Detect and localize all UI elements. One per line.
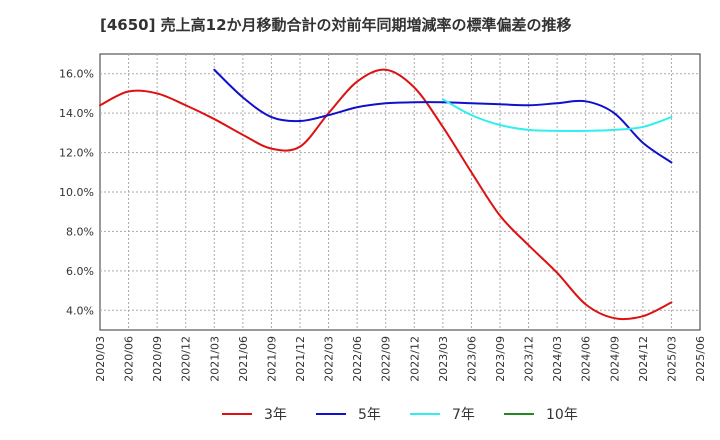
legend-label: 7年 bbox=[452, 407, 475, 423]
x-tick-label: 2023/06 bbox=[465, 336, 478, 382]
x-tick-label: 2022/09 bbox=[380, 336, 393, 382]
x-tick-label: 2025/06 bbox=[694, 336, 707, 382]
x-tick-label: 2022/12 bbox=[408, 336, 421, 382]
x-tick-label: 2020/09 bbox=[151, 336, 164, 382]
x-tick-label: 2020/03 bbox=[94, 336, 107, 382]
x-tick-label: 2022/03 bbox=[323, 336, 336, 382]
legend-label: 10年 bbox=[546, 407, 578, 423]
x-tick-label: 2023/09 bbox=[494, 336, 507, 382]
y-tick-label: 14.0% bbox=[59, 107, 94, 120]
legend-label: 5年 bbox=[358, 407, 381, 423]
series-line-3 bbox=[441, 98, 673, 133]
x-tick-label: 2024/03 bbox=[551, 336, 564, 382]
x-tick-label: 2020/06 bbox=[123, 336, 136, 382]
x-tick-label: 2021/06 bbox=[237, 336, 250, 382]
x-tick-label: 2025/03 bbox=[665, 336, 678, 382]
x-tick-label: 2024/09 bbox=[608, 336, 621, 382]
x-tick-label: 2021/12 bbox=[294, 336, 307, 382]
x-tick-label: 2021/09 bbox=[265, 336, 278, 382]
x-tick-label: 2020/12 bbox=[180, 336, 193, 382]
x-tick-label: 2024/12 bbox=[637, 336, 650, 382]
x-tick-label: 2023/03 bbox=[437, 336, 450, 382]
y-tick-label: 6.0% bbox=[66, 265, 94, 278]
x-tick-label: 2024/06 bbox=[580, 336, 593, 382]
x-tick-label: 2022/06 bbox=[351, 336, 364, 382]
x-tick-label: 2023/12 bbox=[523, 336, 536, 382]
series-line-1 bbox=[99, 68, 673, 321]
y-tick-label: 10.0% bbox=[59, 186, 94, 199]
series-line-2 bbox=[213, 68, 673, 164]
y-tick-label: 4.0% bbox=[66, 304, 94, 317]
legend-label: 3年 bbox=[264, 407, 287, 423]
x-tick-label: 2021/03 bbox=[208, 336, 221, 382]
y-tick-label: 12.0% bbox=[59, 147, 94, 160]
y-tick-label: 8.0% bbox=[66, 225, 94, 238]
y-tick-label: 16.0% bbox=[59, 68, 94, 81]
chart-title: [4650] 売上高12か月移動合計の対前年同期増減率の標準偏差の推移 bbox=[100, 16, 572, 34]
